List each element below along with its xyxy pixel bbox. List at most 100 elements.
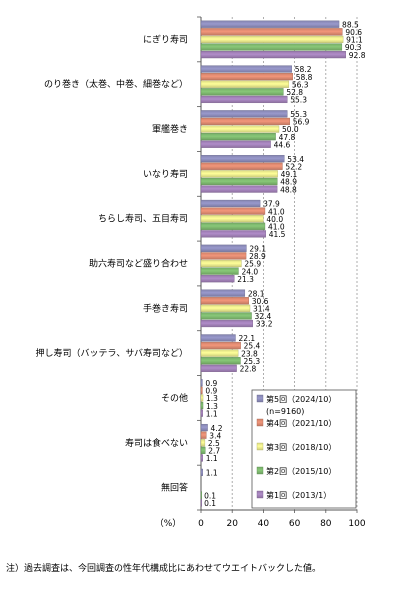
- category-label: 助六寿司など盛り合わせ: [89, 258, 188, 270]
- value-label: 41.0: [268, 207, 285, 216]
- value-label: 28.1: [248, 289, 265, 298]
- bar: [200, 207, 266, 215]
- value-label: 92.8: [349, 51, 366, 60]
- bar: [200, 499, 203, 507]
- bar: [200, 468, 203, 476]
- legend-swatch: [256, 418, 264, 427]
- bar: [200, 230, 266, 238]
- legend-swatch: [256, 466, 264, 475]
- category-label: 押し寿司（バッテラ、サバ寿司など）: [36, 347, 188, 359]
- value-label: 44.6: [274, 140, 291, 149]
- bar: [200, 140, 271, 148]
- value-label: 55.3: [290, 96, 307, 105]
- value-label: 25.4: [244, 342, 261, 351]
- value-label: 50.0: [282, 125, 299, 134]
- footnote: 注）過去調査は、今回調査の性年代構成比にあわせてウエイトバックした値。: [6, 564, 322, 574]
- value-label: 41.0: [268, 222, 285, 231]
- legend-note: (n=9160): [266, 407, 304, 416]
- value-label: 49.1: [281, 170, 298, 179]
- value-label: 53.4: [287, 155, 304, 164]
- value-label: 22.1: [238, 334, 255, 343]
- legend-label: 第3回（2018/10）: [266, 442, 336, 452]
- value-label: 56.9: [293, 118, 310, 127]
- x-unit-label: （%）: [155, 518, 182, 529]
- value-label: 58.2: [295, 65, 312, 74]
- value-label: 32.4: [255, 312, 272, 321]
- x-tick-label: 100: [348, 519, 365, 529]
- bar: [200, 454, 203, 462]
- bar: [200, 267, 239, 275]
- value-label: 47.8: [279, 133, 296, 142]
- bar: [200, 88, 284, 96]
- value-label: 0.9: [205, 387, 217, 396]
- category-label: 軍艦巻き: [152, 123, 188, 135]
- legend-label: 第1回（2013/1）: [266, 490, 331, 500]
- bar: [200, 222, 266, 230]
- bar: [200, 185, 278, 193]
- bar: [200, 177, 278, 186]
- bar: [200, 394, 204, 402]
- value-label: 25.9: [244, 260, 261, 269]
- bar: [200, 379, 203, 387]
- bar: [200, 386, 203, 394]
- value-label: 31.4: [253, 305, 270, 314]
- value-label: 4.2: [211, 424, 223, 433]
- value-label: 90.3: [345, 43, 362, 52]
- bar: [200, 446, 206, 454]
- bar: [200, 431, 207, 439]
- category-label: いなり寿司: [143, 168, 188, 180]
- bar: [200, 20, 340, 28]
- bar: [200, 357, 241, 365]
- bar: [200, 117, 290, 126]
- legend-swatch: [256, 394, 264, 403]
- bar: [200, 304, 251, 312]
- bar: [200, 439, 206, 447]
- value-label: 2.5: [208, 439, 220, 448]
- value-label: 1.1: [206, 454, 218, 463]
- value-label: 33.2: [256, 320, 273, 329]
- value-label: 56.3: [292, 80, 309, 89]
- value-label: 28.9: [249, 252, 266, 261]
- value-label: 23.8: [241, 349, 258, 358]
- bar: [200, 73, 293, 81]
- bar: [200, 349, 239, 357]
- legend-label: 第2回（2015/10）: [266, 466, 336, 476]
- x-tick-label: 20: [226, 519, 238, 529]
- bar: [200, 244, 247, 252]
- category-label: 無回答: [161, 482, 188, 494]
- bar: [200, 155, 285, 163]
- x-axis-ticks: 0 20 40 60 80 100 （%）: [155, 510, 366, 529]
- bar: [200, 133, 276, 141]
- bar: [200, 259, 242, 268]
- value-label: 30.6: [252, 297, 269, 306]
- bar: [200, 170, 278, 178]
- value-label-layer: 88.590.691.190.392.858.258.856.352.855.3…: [204, 20, 366, 508]
- value-label: 48.9: [280, 178, 297, 187]
- legend-label: 第4回（2021/10）: [266, 418, 336, 428]
- value-label: 1.1: [206, 409, 218, 418]
- bar: [200, 364, 237, 372]
- legend-swatch: [256, 442, 264, 451]
- value-label: 1.3: [206, 402, 218, 411]
- value-label: 0.1: [204, 499, 216, 508]
- bar: [200, 252, 247, 260]
- value-label: 88.5: [342, 20, 359, 29]
- bar: [200, 491, 203, 499]
- value-label: 40.0: [266, 215, 283, 224]
- bar: [200, 423, 208, 432]
- category-label: のり巻き（太巻、中巻、細巻など）: [44, 78, 188, 90]
- x-tick-label: 60: [289, 519, 301, 529]
- bar: [200, 409, 203, 417]
- value-label: 90.6: [345, 28, 362, 37]
- bar: [200, 43, 343, 51]
- category-label: その他: [161, 392, 188, 404]
- category-label: 寿司は食べない: [125, 437, 188, 449]
- bar: [200, 319, 253, 328]
- value-label: 3.4: [209, 431, 221, 440]
- bar: [200, 289, 246, 297]
- bar: [200, 341, 241, 350]
- value-label: 91.1: [346, 36, 363, 45]
- category-label: 手巻き寿司: [143, 302, 188, 314]
- bar: [200, 80, 290, 88]
